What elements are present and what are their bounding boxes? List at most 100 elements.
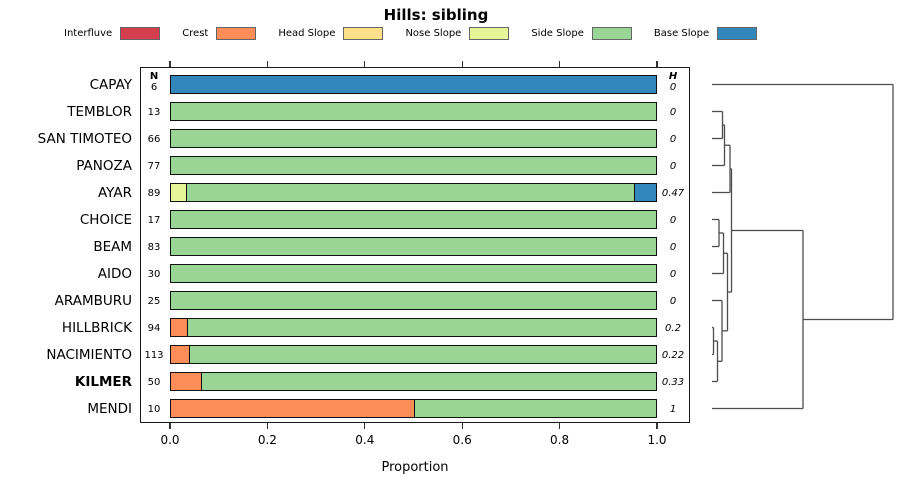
stacked-bar: [170, 345, 657, 364]
h-value: 0: [669, 106, 677, 118]
bar-segment: [171, 130, 656, 147]
h-value: 0: [669, 81, 677, 93]
n-value: 89: [147, 187, 161, 199]
legend-item: Side Slope: [531, 27, 632, 40]
bar-segment: [186, 319, 656, 336]
row-label: CAPAY: [89, 76, 132, 93]
x-axis-tick-top: [169, 61, 171, 67]
n-value: 13: [147, 106, 161, 118]
stacked-bar: [170, 237, 657, 256]
n-value: 66: [147, 133, 161, 145]
row-label: KILMER: [74, 373, 132, 390]
legend-item-label: Interfluve: [64, 28, 113, 39]
n-value: 25: [147, 295, 161, 307]
h-value: 0: [669, 214, 677, 226]
legend-item: Nose Slope: [405, 27, 510, 40]
row-label: MENDI: [87, 400, 132, 417]
legend-item-label: Base Slope: [653, 28, 710, 39]
bar-segment: [171, 292, 656, 309]
n-value: 113: [144, 349, 164, 361]
bar-segment: [188, 346, 656, 363]
legend: Interfluve Crest Head Slope Nose Slope Side …: [64, 27, 758, 40]
row-label: AIDO: [97, 265, 132, 282]
bar-segment: [171, 238, 656, 255]
x-axis-tick-bottom: [364, 423, 366, 429]
chart-title: Hills: sibling: [383, 6, 489, 24]
stacked-bar: [170, 318, 657, 337]
x-axis-title: Proportion: [381, 460, 449, 475]
bar-segment: [413, 400, 656, 417]
x-axis-tick-label: 0.4: [355, 433, 375, 447]
bar-segment: [171, 184, 186, 201]
h-value: 0: [669, 133, 677, 145]
n-value: 83: [147, 241, 161, 253]
bar-segment: [171, 400, 414, 417]
stacked-bar: [170, 264, 657, 283]
stacked-bar: [170, 210, 657, 229]
legend-color-swatch: [216, 27, 257, 40]
n-value: 77: [147, 160, 161, 172]
stacked-bar: [170, 291, 657, 310]
x-axis-tick-top: [364, 61, 366, 67]
stacked-bar: [170, 129, 657, 148]
x-axis-tick-bottom: [656, 423, 658, 429]
n-value: 17: [147, 214, 161, 226]
row-label: SAN TIMOTEO: [37, 130, 132, 147]
bar-segment: [171, 211, 656, 228]
stacked-bar: [170, 75, 657, 94]
bar-segment: [171, 373, 202, 390]
n-value: 10: [147, 403, 161, 415]
bar-segment: [634, 184, 656, 201]
x-axis-tick-bottom: [169, 423, 171, 429]
bar-segment: [171, 103, 656, 120]
stacked-bar: [170, 372, 657, 391]
n-value: 6: [150, 81, 158, 93]
h-value: 0: [669, 160, 677, 172]
row-label: TEMBLOR: [67, 103, 132, 120]
legend-color-swatch: [343, 27, 384, 40]
x-axis-tick-label: 0.8: [550, 433, 570, 447]
x-axis-tick-top: [656, 61, 658, 67]
bar-segment: [171, 319, 187, 336]
legend-color-swatch: [120, 27, 161, 40]
legend-item-label: Nose Slope: [405, 28, 462, 39]
h-value: 0: [669, 268, 677, 280]
h-value: 0.47: [661, 187, 685, 199]
legend-item-label: Crest: [182, 28, 209, 39]
row-label: CHOICE: [79, 211, 132, 228]
h-value: 0.33: [661, 376, 685, 388]
legend-item: Base Slope: [653, 27, 758, 40]
n-value: 30: [147, 268, 161, 280]
bar-segment: [171, 157, 656, 174]
stacked-bar: [170, 156, 657, 175]
x-axis-tick-label: 0.2: [257, 433, 277, 447]
legend-color-swatch: [469, 27, 510, 40]
h-column-header: H: [668, 71, 678, 82]
h-value: 0: [669, 241, 677, 253]
row-label: HILLBRICK: [61, 319, 132, 336]
h-value: 1: [669, 403, 677, 415]
row-label: BEAM: [93, 238, 132, 255]
x-axis-tick-top: [266, 61, 269, 67]
row-label: AYAR: [97, 184, 132, 201]
plot-area-frame: [140, 67, 690, 423]
row-label: NACIMIENTO: [46, 346, 132, 363]
legend-item: Crest: [182, 27, 257, 40]
x-axis-tick-top: [461, 61, 463, 67]
legend-item: Interfluve: [64, 27, 161, 40]
bar-segment: [185, 184, 635, 201]
x-axis-tick-bottom: [266, 423, 269, 429]
legend-item-label: Head Slope: [278, 28, 336, 39]
stacked-bar: [170, 102, 657, 121]
bar-segment: [171, 346, 189, 363]
h-value: 0: [669, 295, 677, 307]
bar-segment: [201, 373, 656, 390]
x-axis-tick-label: 0.6: [452, 433, 472, 447]
n-value: 50: [147, 376, 161, 388]
h-value: 0.22: [661, 349, 685, 361]
bar-segment: [171, 265, 656, 282]
x-axis-tick-label: 1.0: [647, 433, 667, 447]
legend-item: Head Slope: [278, 27, 384, 40]
h-value: 0.2: [665, 322, 681, 334]
